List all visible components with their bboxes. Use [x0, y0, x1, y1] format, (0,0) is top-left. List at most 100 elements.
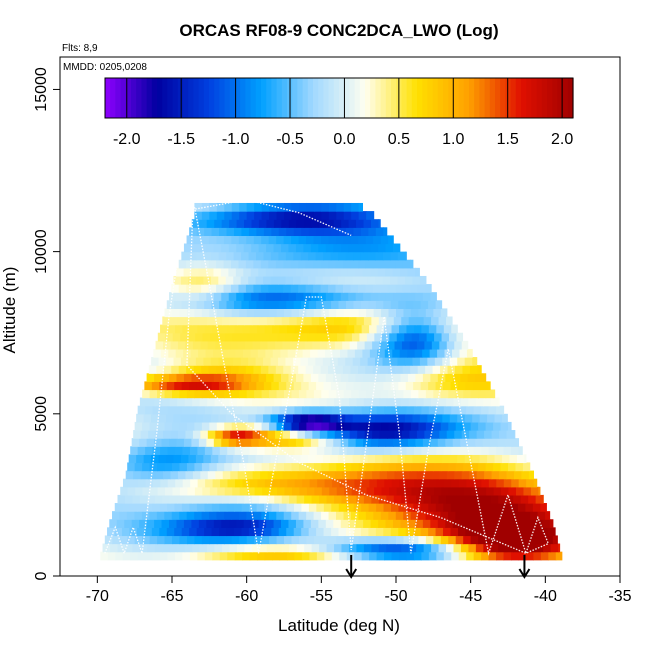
heatmap-cell [413, 527, 422, 537]
heatmap-cell [415, 438, 424, 447]
heatmap-cell [224, 202, 233, 212]
colorbar-segment [406, 78, 413, 118]
heatmap-cell [248, 527, 257, 537]
heatmap-cell [352, 413, 361, 423]
heatmap-cell [259, 397, 268, 407]
heatmap-cell [209, 421, 218, 431]
heatmap-cell [293, 300, 302, 309]
heatmap-cell [289, 397, 298, 407]
heatmap-cell [428, 551, 437, 561]
heatmap-cell [307, 332, 316, 342]
heatmap-cell [134, 535, 143, 545]
heatmap-cell [261, 202, 270, 212]
heatmap-cell [260, 430, 269, 439]
heatmap-cell [162, 543, 171, 553]
heatmap-cell [400, 267, 409, 277]
heatmap-cell [240, 357, 249, 366]
heatmap-cell [437, 348, 446, 358]
heatmap-cell [180, 454, 190, 464]
heatmap-cell [181, 251, 190, 261]
heatmap-cell [256, 503, 265, 512]
heatmap-cell [242, 446, 251, 455]
heatmap-cell [401, 340, 411, 350]
heatmap-cell [368, 300, 377, 309]
heatmap-cell [443, 446, 452, 455]
heatmap-cell [432, 365, 441, 374]
colorbar-segment [151, 78, 158, 118]
heatmap-cell [375, 413, 384, 423]
heatmap-cell [248, 275, 257, 285]
colorbar-segment [209, 78, 215, 118]
heatmap-cell [512, 438, 520, 447]
heatmap-cell [499, 430, 508, 439]
heatmap-cell [177, 316, 186, 326]
heatmap-cell [418, 421, 427, 431]
heatmap-cell [127, 462, 136, 472]
heatmap-cell [176, 373, 185, 382]
heatmap-cell [342, 259, 352, 269]
heatmap-cell [277, 332, 286, 342]
heatmap-cell [291, 421, 300, 431]
heatmap-cell [545, 511, 551, 520]
heatmap-cell [317, 348, 326, 358]
colorbar-segment [214, 78, 220, 118]
heatmap-cell [107, 527, 116, 537]
heatmap-cell [266, 243, 275, 253]
heatmap-cell [373, 235, 382, 245]
heatmap-cell [381, 421, 390, 431]
heatmap-cell [528, 470, 534, 480]
heatmap-cell [347, 267, 356, 277]
heatmap-cell [433, 511, 442, 520]
heatmap-cell [332, 478, 341, 488]
heatmap-cell [321, 202, 330, 212]
heatmap-cell [278, 227, 287, 237]
heatmap-cell [370, 438, 379, 447]
heatmap-cell [149, 389, 158, 399]
heatmap-cell [455, 421, 464, 431]
heatmap-cell [304, 494, 313, 504]
heatmap-cell [175, 348, 184, 358]
heatmap-cell [402, 284, 411, 293]
heatmap-cell [303, 219, 312, 228]
heatmap-cell [304, 543, 313, 553]
heatmap-cell [208, 365, 217, 374]
heatmap-cell [197, 551, 206, 561]
heatmap-cell [340, 348, 349, 358]
heatmap-cell [303, 438, 312, 447]
colorbar-segment [115, 78, 122, 118]
heatmap-cell [431, 397, 440, 407]
heatmap-cell [213, 267, 222, 277]
heatmap-cell [404, 275, 414, 285]
heatmap-cell [527, 519, 536, 528]
heatmap-cell [281, 543, 290, 553]
heatmap-cell [254, 421, 263, 431]
heatmap-cell [280, 267, 289, 277]
heatmap-cell [500, 511, 509, 520]
heatmap-cell [377, 348, 386, 358]
heatmap-cell [229, 494, 238, 504]
heatmap-cell [154, 397, 163, 407]
heatmap-cell [271, 527, 280, 537]
x-tick-label: -65 [160, 588, 183, 605]
heatmap-cell [315, 357, 324, 366]
heatmap-cell [189, 503, 198, 512]
heatmap-cell [298, 211, 307, 220]
heatmap-cell [458, 405, 467, 415]
heatmap-cell [369, 348, 378, 358]
heatmap-cell [420, 300, 429, 309]
heatmap-cell [107, 551, 116, 561]
colorbar-segment [302, 78, 309, 118]
heatmap-cell [148, 430, 157, 439]
heatmap-cell [360, 413, 369, 423]
heatmap-cell [369, 446, 378, 455]
heatmap-cell [358, 535, 367, 545]
colorbar-segment [500, 78, 506, 118]
heatmap-cell [428, 527, 437, 537]
heatmap-cell [375, 357, 384, 366]
heatmap-cell [258, 219, 268, 228]
heatmap-cell [201, 421, 210, 431]
heatmap-cell [319, 316, 328, 326]
heatmap-cell [325, 348, 334, 358]
heatmap-cell [225, 275, 234, 285]
heatmap-cell [403, 535, 412, 545]
